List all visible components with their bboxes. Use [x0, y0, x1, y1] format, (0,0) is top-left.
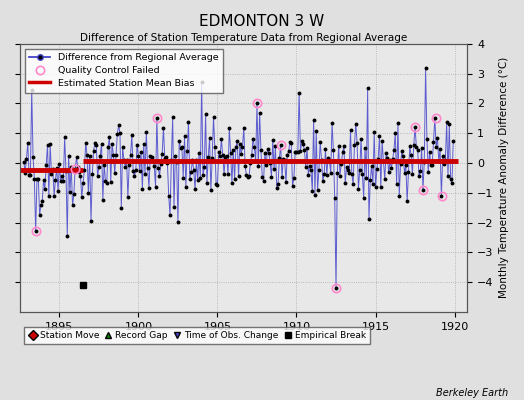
Text: EDMONTON 3 W: EDMONTON 3 W	[199, 14, 325, 29]
Title: Difference of Station Temperature Data from Regional Average: Difference of Station Temperature Data f…	[80, 33, 407, 43]
Text: Berkeley Earth: Berkeley Earth	[436, 388, 508, 398]
Legend: Station Move, Record Gap, Time of Obs. Change, Empirical Break: Station Move, Record Gap, Time of Obs. C…	[25, 327, 369, 344]
Y-axis label: Monthly Temperature Anomaly Difference (°C): Monthly Temperature Anomaly Difference (…	[499, 57, 509, 298]
